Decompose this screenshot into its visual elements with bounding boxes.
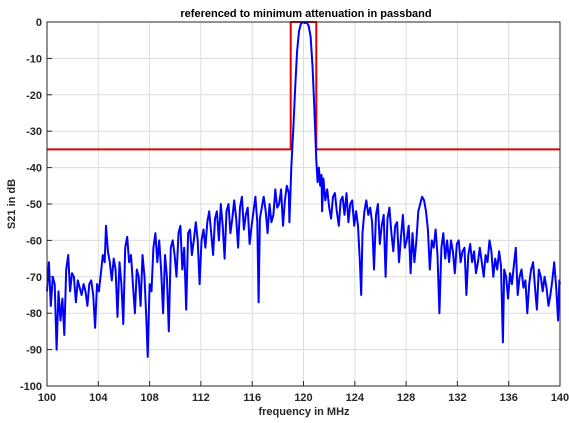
x-tick-label-3: 112 <box>192 392 210 404</box>
y-tick-label-3: -30 <box>26 126 42 138</box>
tick-labels: 100 104 108 112 116 120 124 128 132 136 140 0 -10 -20… <box>20 17 569 404</box>
y-axis-label: S21 in dB <box>6 179 18 229</box>
y-tick-label-6: -60 <box>26 235 42 247</box>
y-tick-label-8: -80 <box>26 308 42 320</box>
y-tick-label-4: -40 <box>26 163 42 175</box>
x-tick-label-5: 120 <box>294 392 312 404</box>
x-tick-label-10: 140 <box>551 392 569 404</box>
x-axis-label: frequency in MHz <box>258 406 350 418</box>
y-tick-label-7: -70 <box>26 272 42 284</box>
y-tick-label-9: -90 <box>26 345 42 357</box>
grid <box>47 22 560 386</box>
x-tick-label-6: 124 <box>346 392 365 404</box>
y-tick-label-1: -10 <box>26 53 42 65</box>
chart-title: referenced to minimum attenuation in pas… <box>180 8 431 20</box>
x-tick-label-9: 136 <box>500 392 518 404</box>
x-tick-label-8: 132 <box>448 392 466 404</box>
y-tick-label-2: -20 <box>26 90 42 102</box>
x-tick-label-7: 128 <box>397 392 415 404</box>
y-tick-label-5: -50 <box>26 199 42 211</box>
y-tick-label-10: -100 <box>20 381 42 393</box>
response-line <box>46 21 561 358</box>
y-tick-label-0: 0 <box>36 17 42 29</box>
x-tick-label-4: 116 <box>243 392 261 404</box>
x-tick-label-0: 100 <box>38 392 56 404</box>
x-tick-label-2: 108 <box>140 392 158 404</box>
x-tick-label-1: 104 <box>89 392 108 404</box>
